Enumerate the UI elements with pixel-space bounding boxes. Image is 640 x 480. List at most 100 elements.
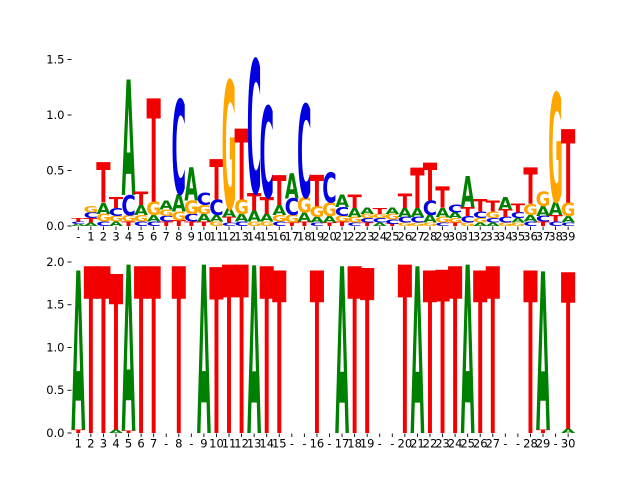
logo-letter-T: T (222, 219, 236, 480)
logo-letter-T: T (448, 222, 462, 480)
logo-letter-T: T (209, 223, 223, 480)
logo-letter-T: T (134, 188, 149, 209)
x-tick-label: 24 (448, 437, 463, 451)
logo-letter-T: T (172, 219, 187, 228)
x-tick-label: 29 (536, 437, 551, 451)
x-tick-label: 8 (175, 230, 182, 244)
logo-letter-A: A (71, 223, 85, 227)
logo-letter-A: A (147, 214, 161, 224)
logo-letter-T: T (234, 109, 248, 222)
x-tick-label: 22 (423, 437, 438, 451)
logo-letter-C: C (360, 218, 374, 225)
x-tick-label: 16 (272, 230, 287, 244)
logo-letter-G: G (485, 211, 500, 221)
logo-letter-T: T (398, 219, 412, 480)
y-tick-label: 2.0 (46, 255, 64, 269)
x-tick-label: 1 (75, 437, 82, 451)
y-tick-label: 1.0 (46, 340, 64, 354)
logo-letter-A: A (498, 195, 512, 214)
logo-letter-A: A (235, 212, 250, 224)
x-tick-label: 19 (360, 437, 375, 451)
logo-letter-G: G (234, 196, 249, 219)
logo-letter-T: T (373, 207, 388, 216)
logo-letter-T: T (134, 222, 148, 480)
logo-letter-A: A (210, 214, 224, 224)
x-tick-label: - (327, 437, 331, 451)
x-tick-label: 13 (247, 437, 262, 451)
logo-letter-A: A (561, 215, 575, 225)
y-tick-label: 0.5 (46, 163, 64, 177)
logo-letter-A: A (461, 219, 475, 480)
x-tick-label: 4 (112, 437, 119, 451)
x-tick-label: - (164, 437, 168, 451)
logo-letter-T: T (84, 222, 98, 480)
logo-letter-T: T (347, 222, 361, 480)
logo-letter-A: A (134, 202, 149, 218)
x-tick-label: 39 (561, 230, 576, 244)
logo-letter-T: T (473, 227, 487, 480)
logo-letter-T: T (109, 231, 123, 480)
logo-letter-T: T (147, 222, 161, 480)
logo-letter-A: A (410, 206, 424, 220)
logo-letter-C: C (322, 164, 336, 212)
x-tick-label: - (76, 230, 80, 244)
x-tick-label: 12 (222, 230, 237, 244)
logo-letter-T: T (84, 217, 99, 224)
logo-letter-T: T (96, 151, 111, 216)
logo-letter-G: G (448, 218, 463, 225)
logo-letter-T: T (486, 198, 501, 215)
logo-letter-C: C (435, 222, 449, 227)
logo-letter-A: A (448, 212, 462, 221)
logo-letter-G: G (171, 209, 186, 223)
logo-letter-T: T (410, 157, 425, 222)
x-tick-label: 9 (188, 230, 195, 244)
logo-letter-G: G (548, 64, 563, 238)
logo-letter-G: G (397, 222, 412, 227)
logo-letter-A: A (71, 227, 85, 480)
x-tick-label: 26 (473, 437, 488, 451)
logo-letter-T: T (197, 220, 212, 227)
x-tick-label: 15 (272, 437, 287, 451)
logo-letter-C: C (285, 195, 299, 222)
x-tick-label: 14 (247, 230, 262, 244)
logo-letter-T: T (260, 222, 274, 480)
logo-letter-G: G (536, 188, 551, 211)
x-tick-label: 3 (112, 230, 119, 244)
logo-letter-C: C (146, 221, 160, 228)
x-tick-label: 21 (335, 230, 350, 244)
logo-letter-A: A (272, 202, 287, 218)
y-tick-label: 0.5 (46, 383, 64, 397)
x-tick-label: 22 (347, 230, 362, 244)
logo-letter-G: G (435, 216, 450, 225)
logo-letter-C: C (398, 216, 412, 225)
logo-letter-A: A (172, 190, 186, 218)
y-tick-label: 1.5 (46, 298, 64, 312)
logo-letter-G: G (272, 214, 287, 224)
logo-letter-G: G (423, 222, 438, 227)
x-tick-label: 9 (200, 437, 207, 451)
logo-letter-T: T (385, 223, 400, 227)
x-tick-label: 7 (150, 437, 157, 451)
logo-letter-A: A (323, 215, 337, 225)
logo-letter-A: A (398, 206, 412, 220)
logo-letter-C: C (498, 216, 512, 225)
logo-letter-C: C (423, 197, 437, 220)
logo-letter-T: T (498, 207, 513, 219)
logo-letter-T: T (147, 70, 161, 235)
logo-letter-G: G (259, 221, 274, 228)
logo-letter-A: A (348, 206, 362, 220)
logo-letter-G: G (134, 214, 149, 224)
y-tick-label: 0.0 (46, 426, 64, 440)
x-tick-label: 36 (523, 230, 538, 244)
x-tick-label: 2 (100, 230, 107, 244)
x-tick-label: 17 (335, 437, 350, 451)
logo-letter-C: C (448, 203, 462, 216)
logo-letter-A: A (285, 166, 299, 208)
logo-letter-T: T (486, 222, 500, 480)
x-tick-label: 25 (460, 437, 475, 451)
logo-letter-G: G (121, 214, 136, 224)
y-tick-label: 0.0 (46, 219, 64, 233)
logo-letter-T: T (473, 197, 487, 216)
x-tick-label: 31 (460, 230, 475, 244)
